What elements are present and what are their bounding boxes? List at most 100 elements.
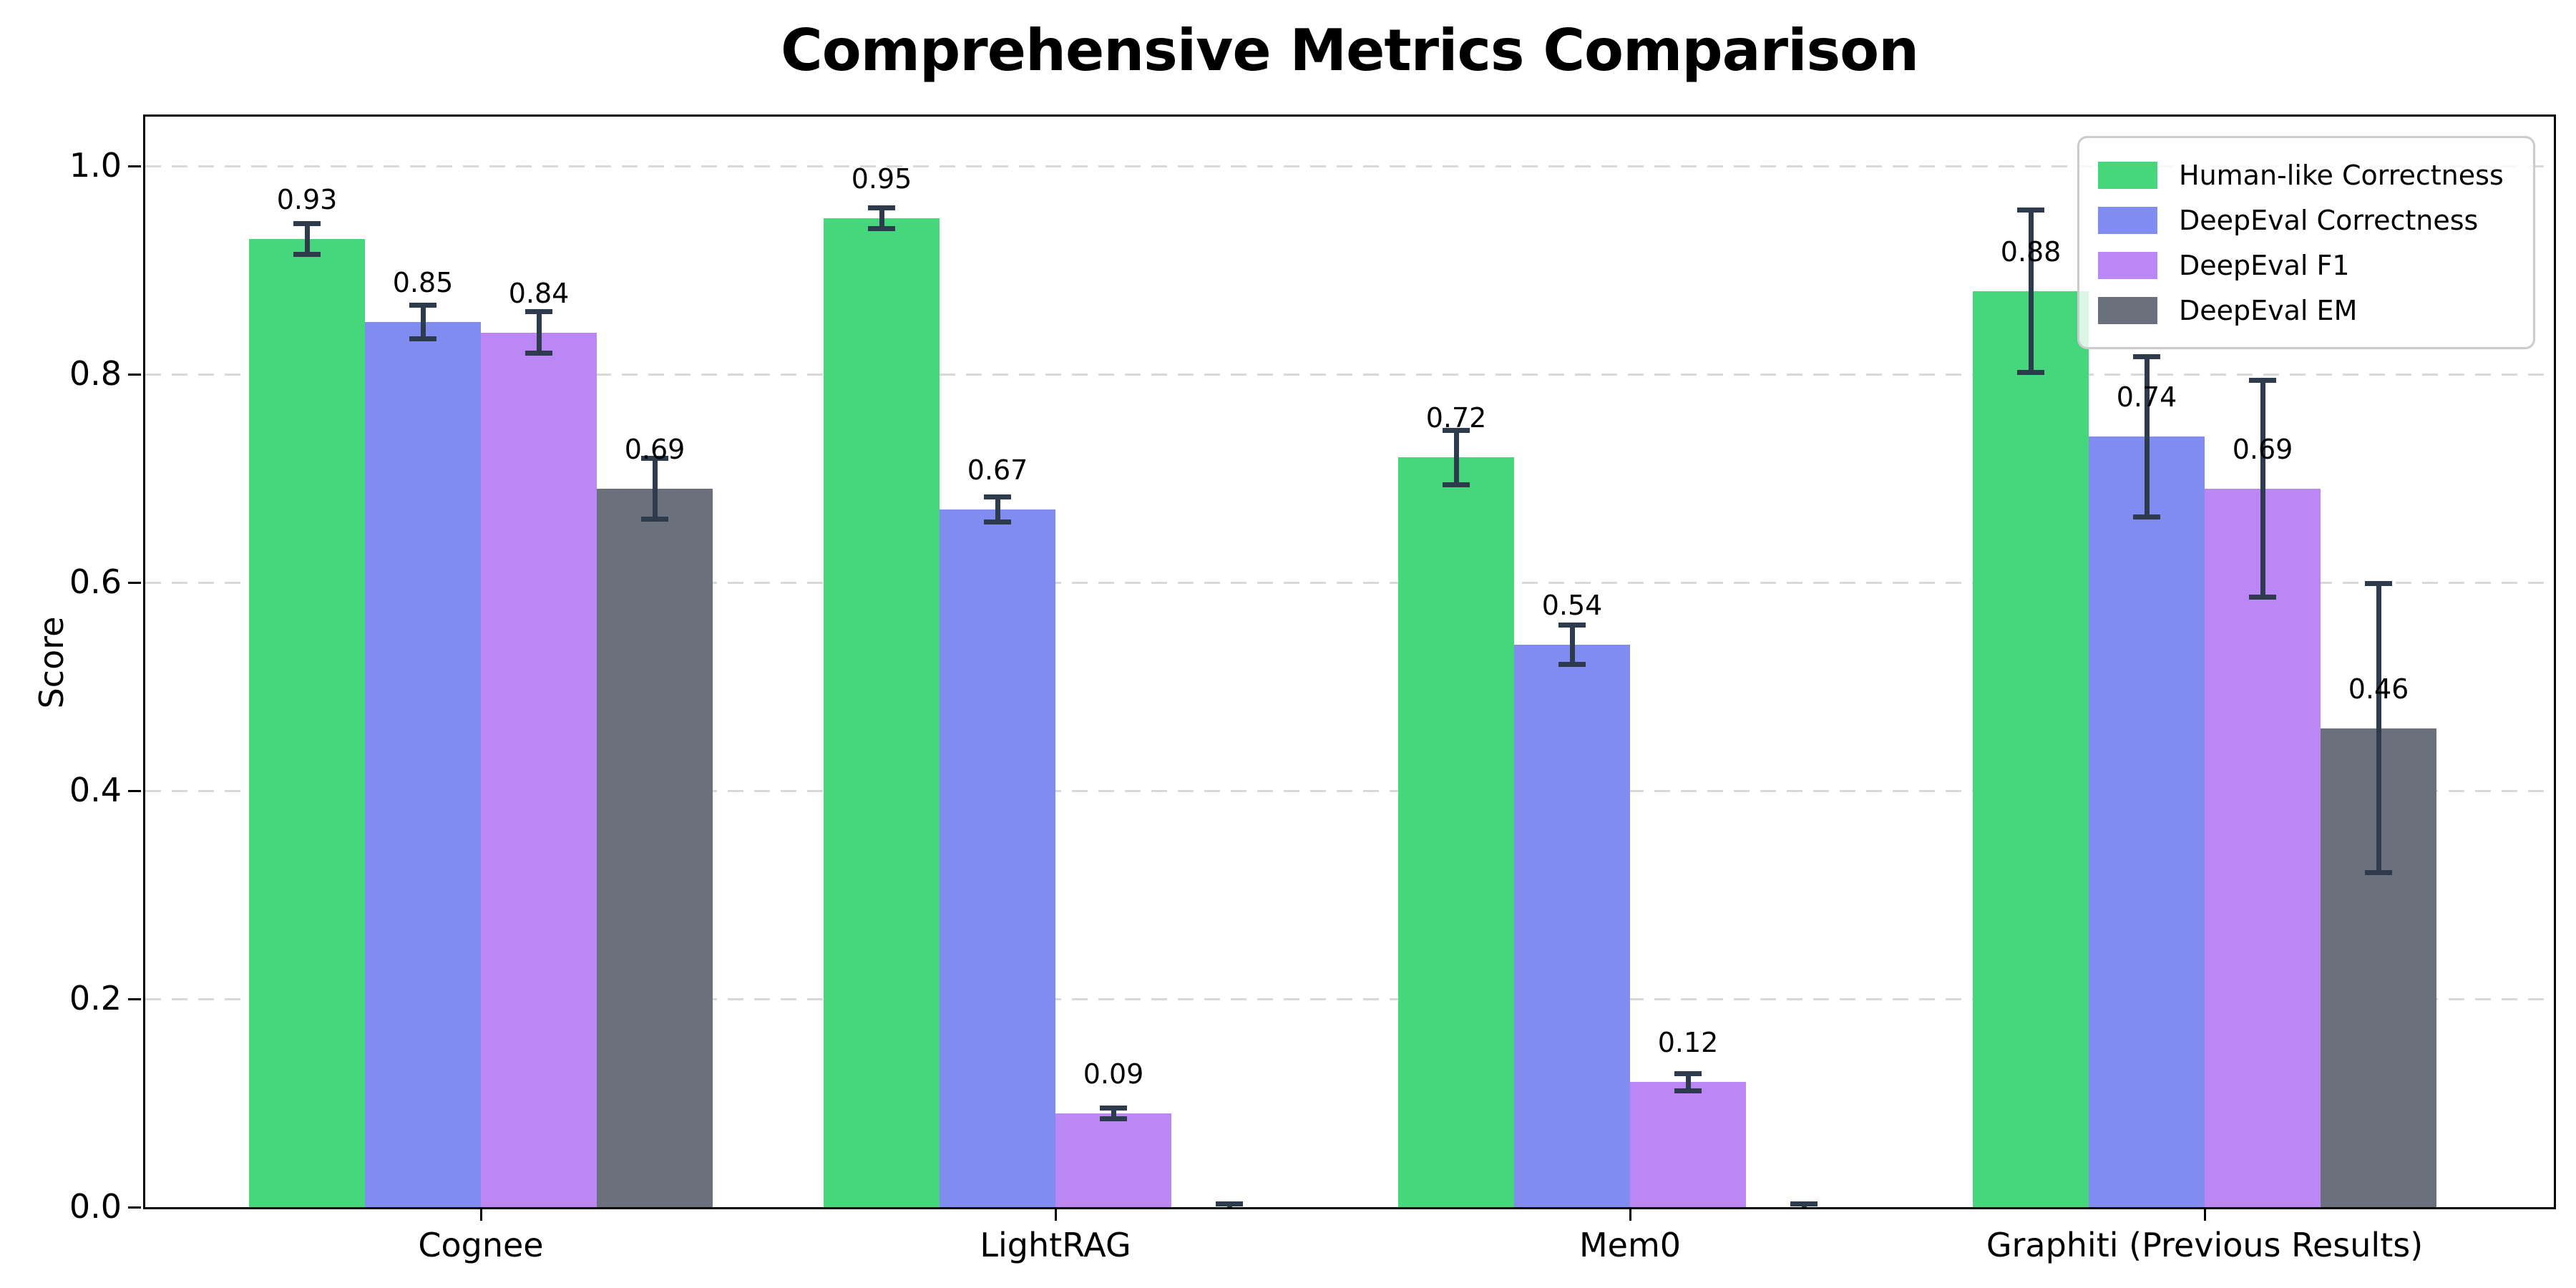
error-bar-cap xyxy=(1100,1116,1127,1121)
bar-value-label: 0.95 xyxy=(851,162,912,195)
x-category-label: LightRAG xyxy=(980,1226,1131,1264)
legend-label: DeepEval EM xyxy=(2179,294,2358,326)
error-bar-cap xyxy=(2133,353,2160,359)
error-bar xyxy=(1453,430,1459,485)
error-bar-cap xyxy=(1216,1208,1243,1209)
error-bar-cap xyxy=(525,309,552,315)
y-tick-mark xyxy=(128,997,141,1000)
legend-swatch-human-like-correctness xyxy=(2098,161,2157,189)
bar-deepeval-correctness-1 xyxy=(940,509,1055,1207)
x-tick-mark xyxy=(2203,1209,2206,1221)
y-tick-label: 0.2 xyxy=(69,979,122,1018)
legend-item: Human-like Correctness xyxy=(2098,152,2514,197)
error-bar-cap xyxy=(1790,1201,1818,1207)
x-category-label: Cognee xyxy=(418,1226,544,1264)
legend-item: DeepEval EM xyxy=(2098,288,2514,333)
error-bar xyxy=(2028,210,2034,373)
bar-deepeval-em-0 xyxy=(597,489,713,1207)
x-tick-mark xyxy=(1054,1209,1057,1221)
bar-deepeval-f1-3 xyxy=(2205,489,2321,1207)
chart-title: Comprehensive Metrics Comparison xyxy=(780,17,1919,84)
bar-value-label: 0.84 xyxy=(508,277,570,309)
error-bar xyxy=(2144,356,2150,517)
bar-value-label: 0.46 xyxy=(2348,673,2409,705)
gridline-y-0.2 xyxy=(145,997,2554,1000)
bar-human-like-correctness-2 xyxy=(1398,457,1514,1207)
error-bar-cap xyxy=(2365,870,2392,876)
bar-human-like-correctness-3 xyxy=(1973,291,2089,1207)
y-axis-label: Score xyxy=(32,616,71,709)
error-bar-cap xyxy=(641,516,668,522)
bar-deepeval-f1-0 xyxy=(481,332,597,1207)
bar-human-like-correctness-1 xyxy=(824,218,940,1207)
bar-deepeval-f1-2 xyxy=(1630,1082,1746,1207)
bar-deepeval-correctness-2 xyxy=(1514,645,1630,1207)
y-tick-label: 0.4 xyxy=(69,771,122,809)
y-tick-label: 0.6 xyxy=(69,562,122,601)
gridline-y-0.6 xyxy=(145,581,2554,584)
bar-human-like-correctness-0 xyxy=(249,238,365,1207)
y-tick-mark xyxy=(128,1206,141,1209)
legend-label: DeepEval Correctness xyxy=(2179,204,2479,236)
error-bar-cap xyxy=(984,519,1011,525)
error-bar xyxy=(2260,380,2265,597)
error-bar-cap xyxy=(868,225,895,231)
error-bar xyxy=(420,305,426,339)
error-bar-cap xyxy=(1674,1088,1702,1093)
bar-value-label: 0.67 xyxy=(967,454,1028,487)
error-bar-cap xyxy=(293,220,321,226)
bar-value-label: 0.69 xyxy=(2232,434,2293,466)
bar-deepeval-correctness-3 xyxy=(2089,436,2205,1207)
error-bar xyxy=(1111,1108,1116,1119)
legend-item: DeepEval Correctness xyxy=(2098,197,2514,243)
y-tick-mark xyxy=(128,373,141,376)
bar-value-label: 0.09 xyxy=(1083,1058,1144,1091)
error-bar xyxy=(652,458,658,519)
legend-label: DeepEval F1 xyxy=(2179,249,2350,281)
error-bar-cap xyxy=(2249,378,2276,384)
error-bar xyxy=(1685,1073,1691,1091)
y-tick-label: 0.0 xyxy=(69,1187,122,1226)
error-bar xyxy=(995,497,1000,522)
legend-label: Human-like Correctness xyxy=(2179,159,2504,191)
error-bar-cap xyxy=(1100,1106,1127,1111)
legend-item: DeepEval F1 xyxy=(2098,243,2514,288)
gridline-y-0.4 xyxy=(145,789,2554,792)
error-bar-cap xyxy=(868,205,895,210)
error-bar-cap xyxy=(293,252,321,258)
error-bar-cap xyxy=(409,336,436,342)
legend-swatch-deepeval-correctness xyxy=(2098,206,2157,234)
error-bar xyxy=(536,311,542,353)
error-bar-cap xyxy=(1443,482,1470,487)
error-bar-cap xyxy=(1558,662,1586,668)
y-tick-label: 0.8 xyxy=(69,354,122,393)
error-bar-cap xyxy=(2249,594,2276,600)
bar-value-label: 0.12 xyxy=(1657,1027,1719,1059)
error-bar-cap xyxy=(2133,514,2160,519)
y-tick-mark xyxy=(128,165,141,167)
error-bar-cap xyxy=(525,351,552,356)
error-bar-cap xyxy=(1674,1071,1702,1077)
error-bar-cap xyxy=(1790,1208,1818,1209)
bar-deepeval-correctness-0 xyxy=(365,322,481,1207)
gridline-y-1 xyxy=(145,165,2554,167)
error-bar-cap xyxy=(2365,580,2392,586)
bar-value-label: 0.88 xyxy=(2000,235,2062,268)
error-bar-cap xyxy=(1216,1201,1243,1207)
bar-deepeval-f1-1 xyxy=(1055,1113,1171,1207)
gridline-y-0.8 xyxy=(145,373,2554,376)
y-tick-mark xyxy=(128,789,141,792)
bar-value-label: 0.74 xyxy=(2116,381,2177,414)
bar-value-label: 0.54 xyxy=(1541,590,1603,622)
error-bar-cap xyxy=(2017,207,2044,213)
error-bar-cap xyxy=(409,303,436,308)
error-bar-cap xyxy=(984,494,1011,500)
x-tick-mark xyxy=(1629,1209,1631,1221)
legend-swatch-deepeval-em xyxy=(2098,296,2157,324)
bar-value-label: 0.72 xyxy=(1425,402,1487,434)
error-bar-cap xyxy=(1443,428,1470,434)
error-bar xyxy=(1569,625,1575,665)
bar-value-label: 0.85 xyxy=(392,267,454,299)
error-bar xyxy=(304,223,310,255)
